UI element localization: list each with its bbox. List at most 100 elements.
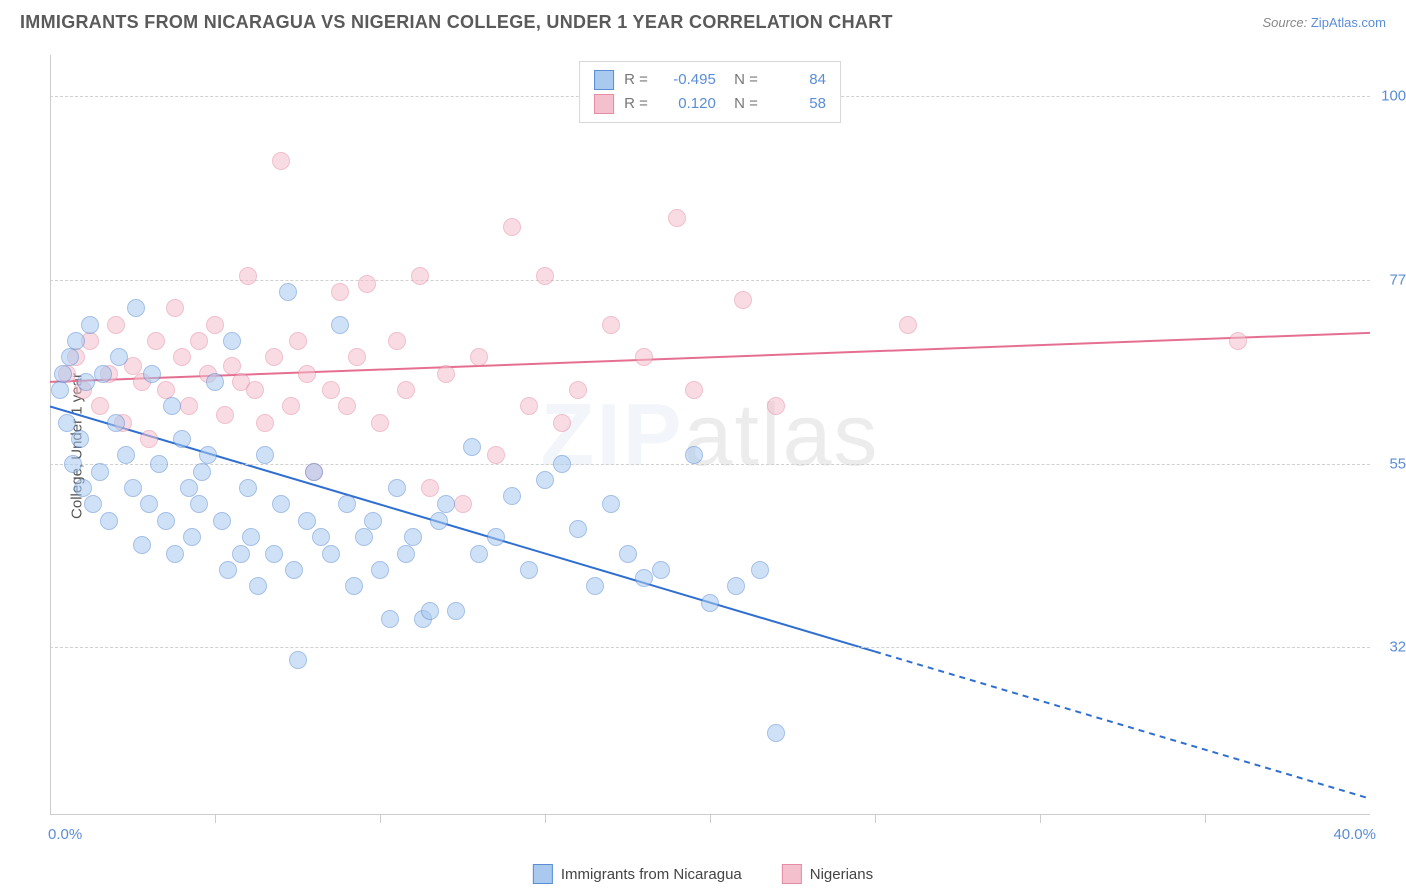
data-point (285, 561, 303, 579)
source-link[interactable]: ZipAtlas.com (1311, 15, 1386, 30)
swatch-nicaragua (594, 70, 614, 90)
x-origin-label: 0.0% (48, 826, 82, 843)
data-point (463, 438, 481, 456)
data-point (397, 545, 415, 563)
data-point (322, 545, 340, 563)
data-point (411, 267, 429, 285)
data-point (143, 365, 161, 383)
data-point (282, 397, 300, 415)
legend-row-nicaragua: R = -0.495 N = 84 (594, 68, 826, 92)
data-point (133, 536, 151, 554)
data-point (652, 561, 670, 579)
data-point (117, 446, 135, 464)
data-point (470, 348, 488, 366)
data-point (54, 365, 72, 383)
data-point (338, 495, 356, 513)
data-point (619, 545, 637, 563)
x-tick (380, 815, 381, 823)
data-point (107, 414, 125, 432)
data-point (602, 495, 620, 513)
legend-item-nigerians: Nigerians (782, 864, 873, 884)
data-point (503, 487, 521, 505)
data-point (381, 610, 399, 628)
data-point (183, 528, 201, 546)
data-point (100, 512, 118, 530)
correlation-legend: R = -0.495 N = 84 R = 0.120 N = 58 (579, 61, 841, 123)
data-point (503, 218, 521, 236)
data-point (150, 455, 168, 473)
data-point (272, 152, 290, 170)
data-point (553, 414, 571, 432)
data-point (331, 316, 349, 334)
y-tick-label: 32.5% (1377, 639, 1406, 656)
data-point (256, 414, 274, 432)
data-point (553, 455, 571, 473)
data-point (751, 561, 769, 579)
data-point (727, 577, 745, 595)
swatch-nicaragua-icon (533, 864, 553, 884)
data-point (899, 316, 917, 334)
data-point (239, 479, 257, 497)
y-tick-label: 55.0% (1377, 455, 1406, 472)
data-point (81, 316, 99, 334)
data-point (163, 397, 181, 415)
data-point (71, 430, 89, 448)
data-point (58, 414, 76, 432)
chart-area: ZIPatlas R = -0.495 N = 84 R = 0.120 N =… (50, 55, 1370, 815)
legend-row-nigerians: R = 0.120 N = 58 (594, 92, 826, 116)
data-point (173, 430, 191, 448)
data-point (520, 397, 538, 415)
data-point (569, 381, 587, 399)
data-point (312, 528, 330, 546)
data-point (140, 430, 158, 448)
data-point (64, 455, 82, 473)
data-point (437, 495, 455, 513)
data-point (190, 495, 208, 513)
x-tick (545, 815, 546, 823)
data-point (140, 495, 158, 513)
trend-lines (50, 55, 1370, 815)
data-point (94, 365, 112, 383)
data-point (206, 373, 224, 391)
data-point (84, 495, 102, 513)
data-point (219, 561, 237, 579)
data-point (157, 512, 175, 530)
data-point (447, 602, 465, 620)
data-point (124, 479, 142, 497)
data-point (487, 446, 505, 464)
data-point (345, 577, 363, 595)
data-point (256, 446, 274, 464)
data-point (305, 463, 323, 481)
watermark: ZIPatlas (541, 384, 880, 486)
data-point (685, 446, 703, 464)
data-point (338, 397, 356, 415)
data-point (223, 332, 241, 350)
data-point (173, 348, 191, 366)
x-tick (1205, 815, 1206, 823)
data-point (246, 381, 264, 399)
data-point (364, 512, 382, 530)
data-point (74, 479, 92, 497)
data-point (701, 594, 719, 612)
data-point (437, 365, 455, 383)
data-point (767, 724, 785, 742)
data-point (470, 545, 488, 563)
data-point (348, 348, 366, 366)
data-point (487, 528, 505, 546)
data-point (322, 381, 340, 399)
data-point (635, 348, 653, 366)
data-point (91, 397, 109, 415)
data-point (586, 577, 604, 595)
y-axis (50, 55, 51, 815)
data-point (421, 479, 439, 497)
data-point (249, 577, 267, 595)
data-point (298, 512, 316, 530)
data-point (685, 381, 703, 399)
data-point (147, 332, 165, 350)
gridline (50, 647, 1370, 648)
data-point (239, 267, 257, 285)
data-point (298, 365, 316, 383)
gridline (50, 464, 1370, 465)
data-point (602, 316, 620, 334)
data-point (190, 332, 208, 350)
